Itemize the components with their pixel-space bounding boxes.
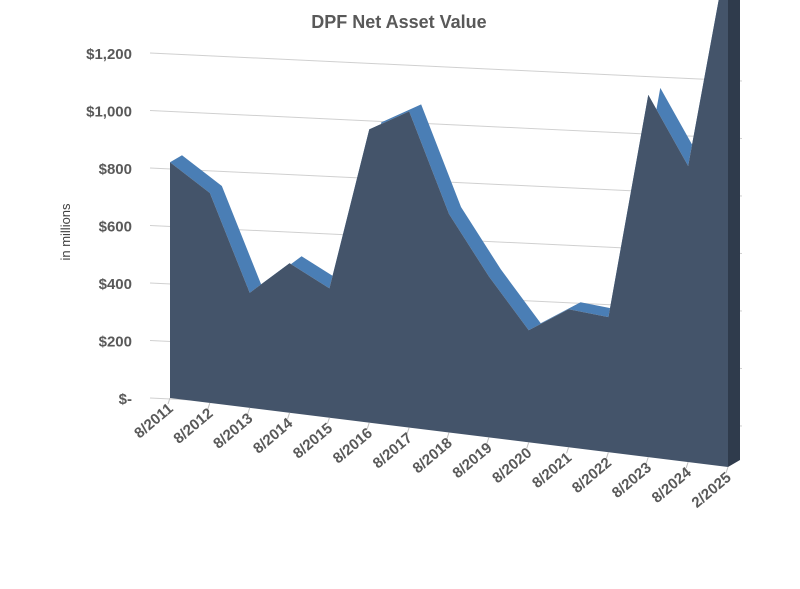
x-tick-label: 8/2011 [131, 400, 176, 442]
y-axis-label: in millions [58, 203, 73, 261]
x-tick-mark [167, 397, 171, 405]
y-tick-label: $1,200 [86, 46, 132, 63]
x-tick-mark [645, 456, 649, 464]
y-tick-label: $1,000 [86, 104, 132, 121]
x-tick-label: 8/2023 [609, 459, 655, 502]
x-tick-mark [207, 402, 211, 410]
y-axis-ticks: $- $200 $400 $600 $800 $1,000 $1,200 [86, 46, 132, 408]
x-tick-label: 8/2012 [170, 405, 216, 448]
x-tick-label: 8/2024 [649, 464, 696, 507]
area-front-face [170, 0, 728, 467]
x-tick-mark [725, 466, 729, 474]
x-tick-label: 8/2015 [290, 420, 336, 463]
x-tick-label: 8/2019 [449, 439, 495, 482]
x-tick-label: 8/2021 [529, 449, 575, 492]
x-tick-mark [605, 452, 609, 459]
y-tick-label: $- [119, 391, 132, 408]
x-tick-label: 8/2017 [370, 430, 416, 473]
area-series [170, 0, 740, 467]
x-tick-mark [526, 442, 530, 449]
x-tick-mark [446, 432, 450, 439]
x-tick-mark [326, 417, 330, 424]
x-tick-mark [287, 412, 291, 419]
y-tick-label: $400 [99, 276, 132, 293]
x-tick-mark [247, 407, 251, 415]
x-tick-mark [685, 461, 689, 469]
chart-title: DPF Net Asset Value [311, 12, 486, 32]
x-tick-label: 8/2018 [409, 435, 455, 478]
x-tick-mark [366, 422, 370, 429]
y-tick-label: $600 [99, 219, 132, 236]
y-tick-label: $200 [99, 334, 132, 351]
x-tick-label: 8/2013 [210, 410, 256, 453]
x-tick-label: 8/2016 [330, 425, 376, 468]
y-tick-label: $800 [99, 161, 132, 178]
x-tick-label: 8/2020 [489, 444, 535, 487]
x-tick-mark [566, 447, 570, 454]
gridline [149, 52, 743, 82]
x-tick-mark [486, 437, 490, 444]
x-tick-mark [406, 427, 410, 434]
area-end-face [728, 0, 740, 467]
x-tick-label: 8/2014 [250, 414, 297, 457]
x-tick-label: 8/2022 [569, 454, 615, 497]
x-tick-label: 2/2025 [688, 469, 734, 512]
